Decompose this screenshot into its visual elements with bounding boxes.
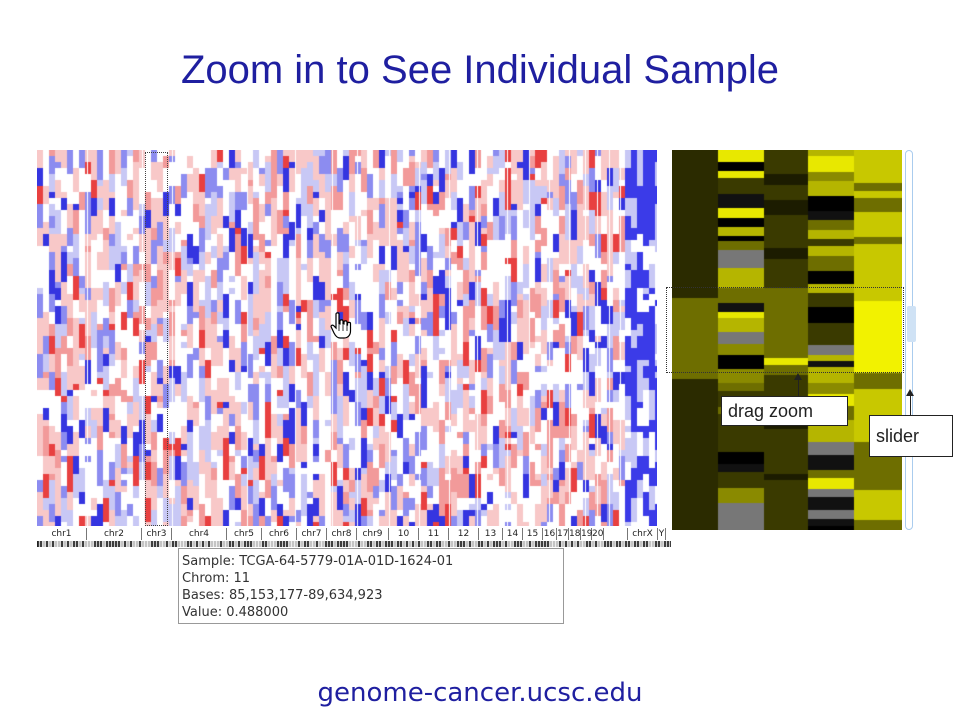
chromosome-ideogram xyxy=(37,541,671,547)
chromosome-label: 16 xyxy=(543,528,557,540)
chromosome-axis: chr1 chr2 chr3 chr4 chr5 chr6 chr7 chr8 chr9 10 11… xyxy=(37,528,671,548)
drag-zoom-callout: drag zoom xyxy=(721,396,848,426)
hand-pointer-icon xyxy=(330,312,352,339)
chromosome-label: chr2 xyxy=(87,528,142,540)
tooltip-sample: Sample: TCGA-64-5779-01A-01D-1624-01 xyxy=(182,554,454,569)
column-selection-box[interactable] xyxy=(145,152,168,526)
slider-callout: slider xyxy=(869,415,953,457)
slide-title: Zoom in to See Individual Sample xyxy=(180,48,780,92)
chromosome-label: 10 xyxy=(389,528,419,540)
sample-tooltip: Sample: TCGA-64-5779-01A-01D-1624-01 Chr… xyxy=(178,548,564,624)
clinical-heatmap-canvas[interactable] xyxy=(672,150,902,530)
chromosome-label: chr6 xyxy=(262,528,297,540)
drag-zoom-arrow-head xyxy=(794,373,802,380)
chromosome-label: chr9 xyxy=(357,528,389,540)
chromosome-label: chr7 xyxy=(297,528,327,540)
tooltip-chrom: Chrom: 11 xyxy=(182,571,251,586)
zoom-slider-thumb[interactable] xyxy=(907,306,916,342)
chromosome-label: chr8 xyxy=(327,528,357,540)
chromosome-label: 12 xyxy=(449,528,479,540)
chromosome-label: chr4 xyxy=(172,528,227,540)
chromosome-label: chr5 xyxy=(227,528,262,540)
chromosome-label: 20 xyxy=(592,528,604,540)
chromosome-label: 18 xyxy=(569,528,581,540)
chromosome-label xyxy=(604,528,628,540)
chromosome-label: 13 xyxy=(479,528,503,540)
drag-zoom-region[interactable] xyxy=(666,287,904,373)
chromosome-label: 17 xyxy=(557,528,569,540)
footer-url[interactable]: genome-cancer.ucsc.edu xyxy=(317,678,643,708)
chromosome-label: 19 xyxy=(581,528,593,540)
drag-zoom-arrow-line xyxy=(798,378,799,396)
slider-arrow-line xyxy=(910,394,911,416)
chromosome-label: chrX xyxy=(628,528,658,540)
tooltip-bases: Bases: 85,153,177-89,634,923 xyxy=(182,588,383,603)
chromosome-label: 14 xyxy=(503,528,523,540)
chromosome-label: Y xyxy=(658,528,666,540)
slider-arrow-head xyxy=(906,389,914,396)
chromosome-label: 15 xyxy=(523,528,543,540)
chromosome-label: chr3 xyxy=(142,528,172,540)
clinical-feature-panel[interactable] xyxy=(672,150,902,530)
chromosome-label: chr1 xyxy=(37,528,87,540)
tooltip-value: Value: 0.488000 xyxy=(182,605,289,620)
chromosome-label: 11 xyxy=(419,528,449,540)
